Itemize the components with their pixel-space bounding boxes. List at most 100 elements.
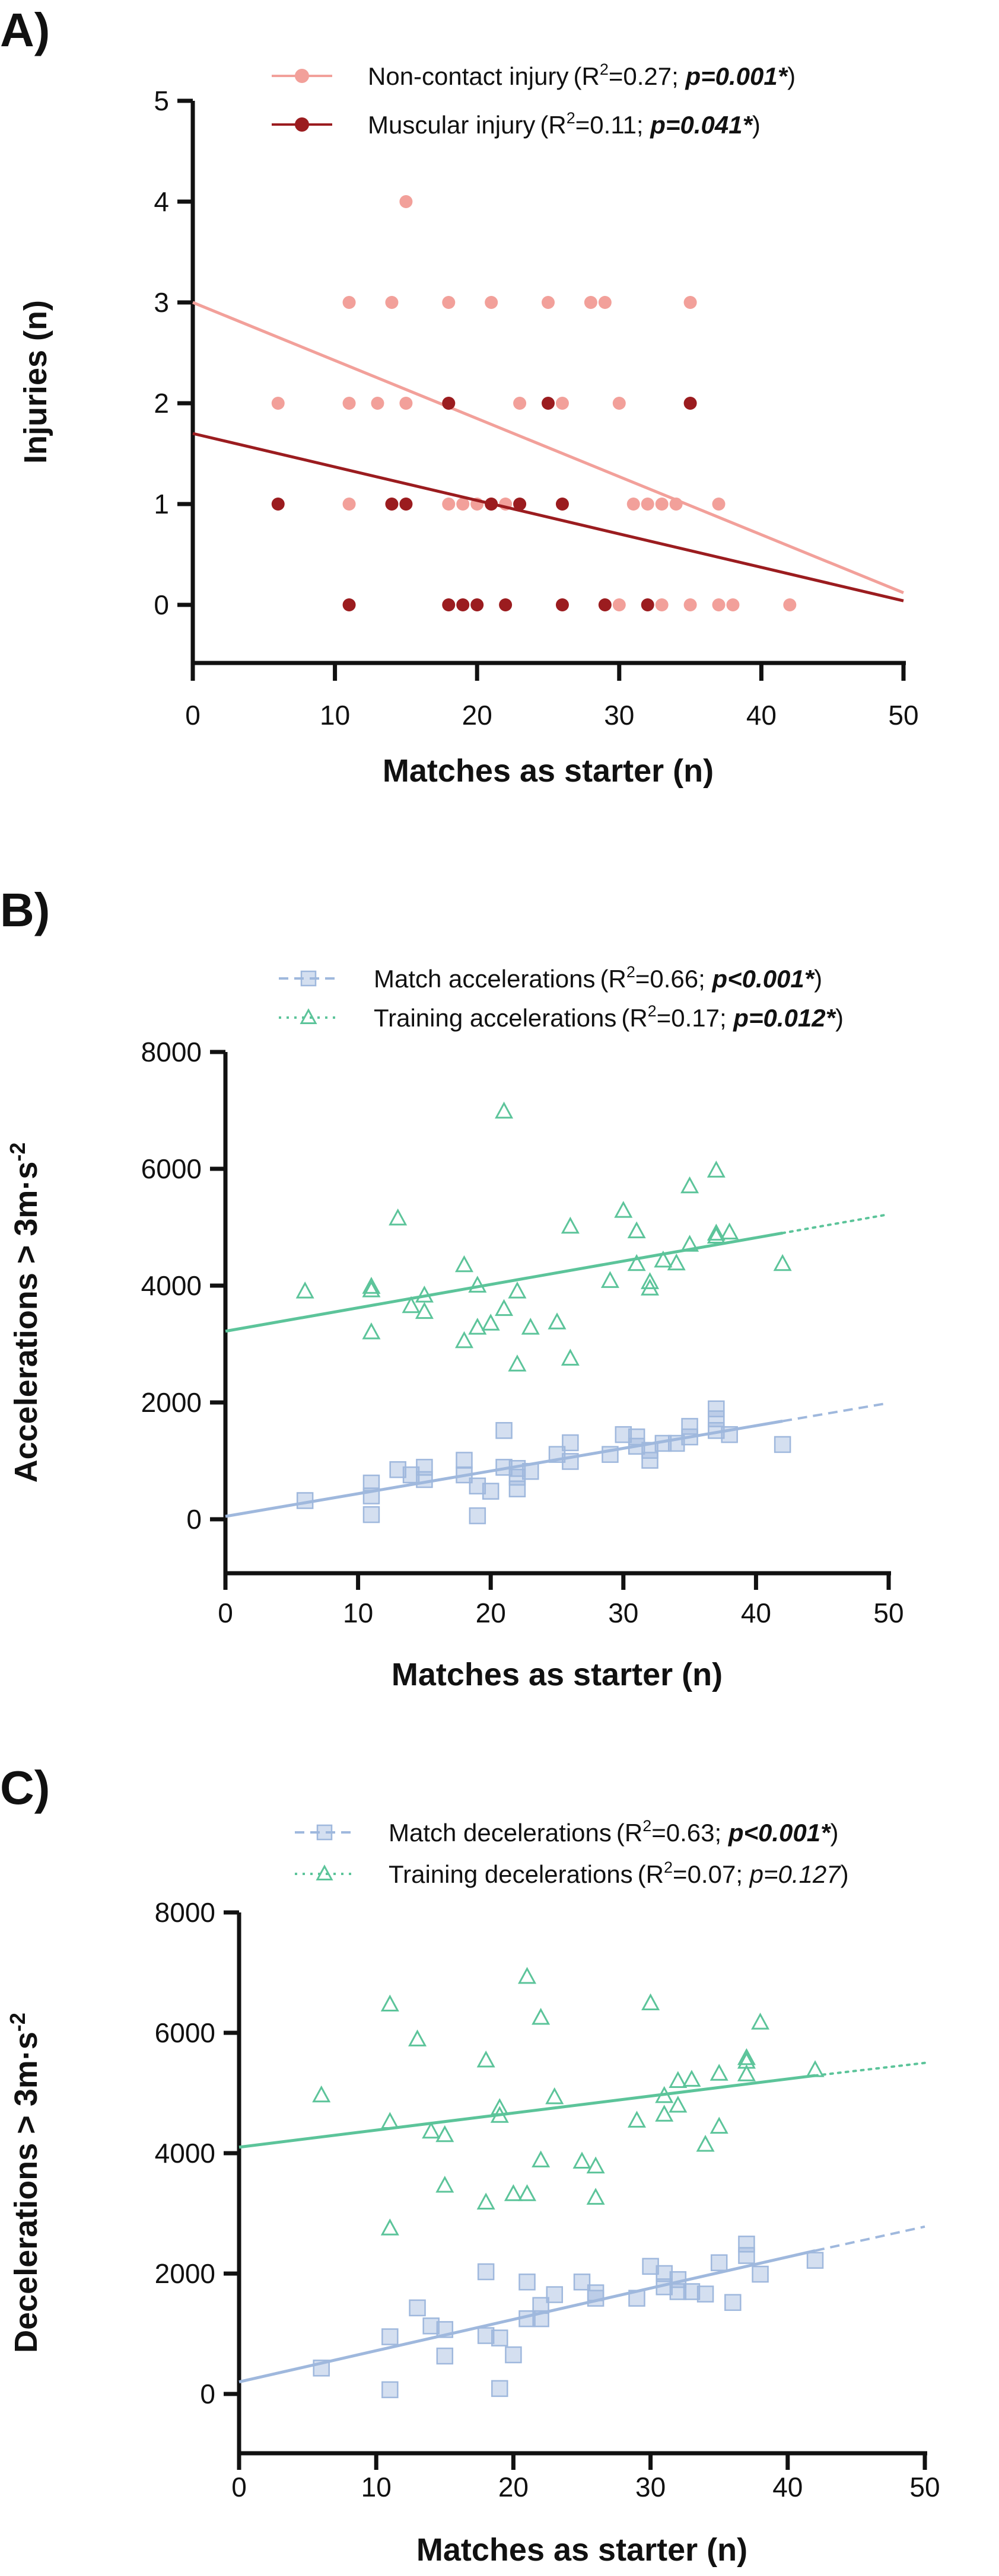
data-point	[436, 2347, 454, 2365]
data-point	[806, 2252, 824, 2269]
legend-stat-prefix: (R	[600, 965, 626, 993]
data-point	[295, 1281, 314, 1299]
data-point	[468, 1318, 487, 1335]
y-axis-title-main: Accelerations > 3m·s	[8, 1162, 44, 1483]
data-point	[710, 2116, 728, 2134]
data-point	[504, 2184, 523, 2201]
data-point	[642, 2258, 659, 2275]
data-point	[708, 1400, 725, 1418]
data-point	[710, 2064, 728, 2081]
data-point	[708, 1410, 725, 1427]
data-point	[707, 1223, 726, 1241]
legend-label: Muscular injury (R2=0.11; p=0.041*)	[368, 109, 761, 139]
data-point	[409, 2299, 426, 2317]
y-tick-label: 6000	[155, 2017, 215, 2048]
x-tick-label: 50	[909, 2472, 940, 2502]
legend-stat-r2: =0.11;	[575, 111, 651, 139]
data-point	[380, 2112, 399, 2129]
data-point	[667, 1253, 686, 1271]
data-point	[681, 1428, 698, 1446]
data-point	[381, 2328, 399, 2345]
data-point	[655, 598, 669, 611]
x-tick-label: 20	[462, 700, 492, 731]
legend-stat-prefix: (R	[616, 1819, 642, 1847]
data-point	[470, 598, 484, 611]
data-point	[482, 1483, 500, 1500]
legend-item-2: Muscular injury (R2=0.11; p=0.041*)	[272, 109, 761, 139]
legend-series-name: Match accelerations	[374, 965, 596, 993]
data-point	[435, 2125, 454, 2143]
data-point	[655, 2105, 674, 2122]
data-point	[513, 498, 527, 511]
data-point	[513, 397, 527, 410]
data-point	[371, 397, 384, 410]
y-tick-label: 4000	[141, 1270, 202, 1301]
legend-stat-suffix: )	[835, 1004, 844, 1032]
data-point	[362, 1506, 380, 1523]
y-tick-label: 0	[154, 589, 169, 620]
data-point	[454, 1255, 474, 1273]
data-point	[573, 2273, 591, 2291]
legend-label: Match accelerations (R2=0.66; p<0.001*)	[374, 963, 822, 993]
data-point	[362, 1280, 381, 1297]
data-point	[342, 598, 356, 611]
legend-series-name: Match decelerations	[389, 1819, 612, 1847]
data-point	[477, 2263, 495, 2281]
legend-stat-prefix: (R	[573, 62, 599, 90]
trend-line	[225, 1231, 783, 1333]
data-point	[737, 2064, 756, 2081]
data-point	[271, 397, 285, 410]
data-point	[600, 1271, 619, 1288]
legend-stat-prefix: (R	[621, 1004, 647, 1032]
data-point	[456, 598, 470, 611]
data-point	[389, 1208, 408, 1226]
data-point	[380, 2218, 399, 2236]
data-point	[532, 2297, 549, 2314]
data-point	[490, 2098, 509, 2115]
data-point	[561, 1216, 580, 1234]
legend-series-name: Training accelerations	[374, 1004, 616, 1032]
x-tick-label: 0	[218, 1598, 233, 1628]
data-point	[532, 2150, 551, 2167]
data-point	[724, 2294, 742, 2311]
x-axis-title: Matches as starter (n)	[383, 753, 714, 789]
data-point	[669, 2283, 687, 2300]
data-point	[477, 2327, 495, 2344]
data-point	[342, 296, 356, 309]
legend-series-name: Muscular injury	[368, 111, 535, 139]
data-point	[546, 2286, 564, 2303]
trend-extension	[781, 1213, 890, 1235]
legend-stat-suffix: )	[787, 62, 796, 90]
data-point	[381, 2381, 399, 2399]
data-point	[683, 296, 697, 309]
data-point	[499, 598, 513, 611]
legend-stat-p: p=0.001*	[685, 62, 788, 90]
legend-item-1: Match decelerations (R2=0.63; p<0.001*)	[295, 1817, 838, 1847]
data-point	[456, 498, 470, 511]
series-2	[225, 1101, 890, 1372]
legend-stat-sup: 2	[648, 1002, 657, 1020]
data-point	[656, 2265, 673, 2282]
data-point	[362, 1277, 381, 1294]
data-point	[518, 2310, 536, 2328]
data-point	[505, 2346, 522, 2364]
x-tick-label: 0	[231, 2472, 247, 2502]
data-point	[721, 1426, 738, 1443]
data-point	[508, 1281, 527, 1299]
x-tick-label: 30	[608, 1598, 638, 1628]
legend-stat-sup: 2	[600, 60, 609, 78]
data-point	[655, 498, 669, 511]
data-point	[669, 498, 683, 511]
data-point	[517, 2184, 537, 2201]
trend-extension	[782, 1402, 889, 1423]
data-point	[598, 598, 612, 611]
data-point	[654, 1250, 673, 1268]
data-point	[712, 598, 726, 611]
panel-c: C) 0 2000 4000 6000 8000 0 10 20 30 40 50 Matches as…	[0, 1761, 940, 2568]
data-point	[313, 2360, 330, 2377]
data-point	[555, 498, 569, 511]
data-point	[641, 1452, 658, 1469]
data-point	[612, 397, 626, 410]
data-point	[454, 1331, 474, 1348]
data-point	[641, 1993, 660, 2011]
